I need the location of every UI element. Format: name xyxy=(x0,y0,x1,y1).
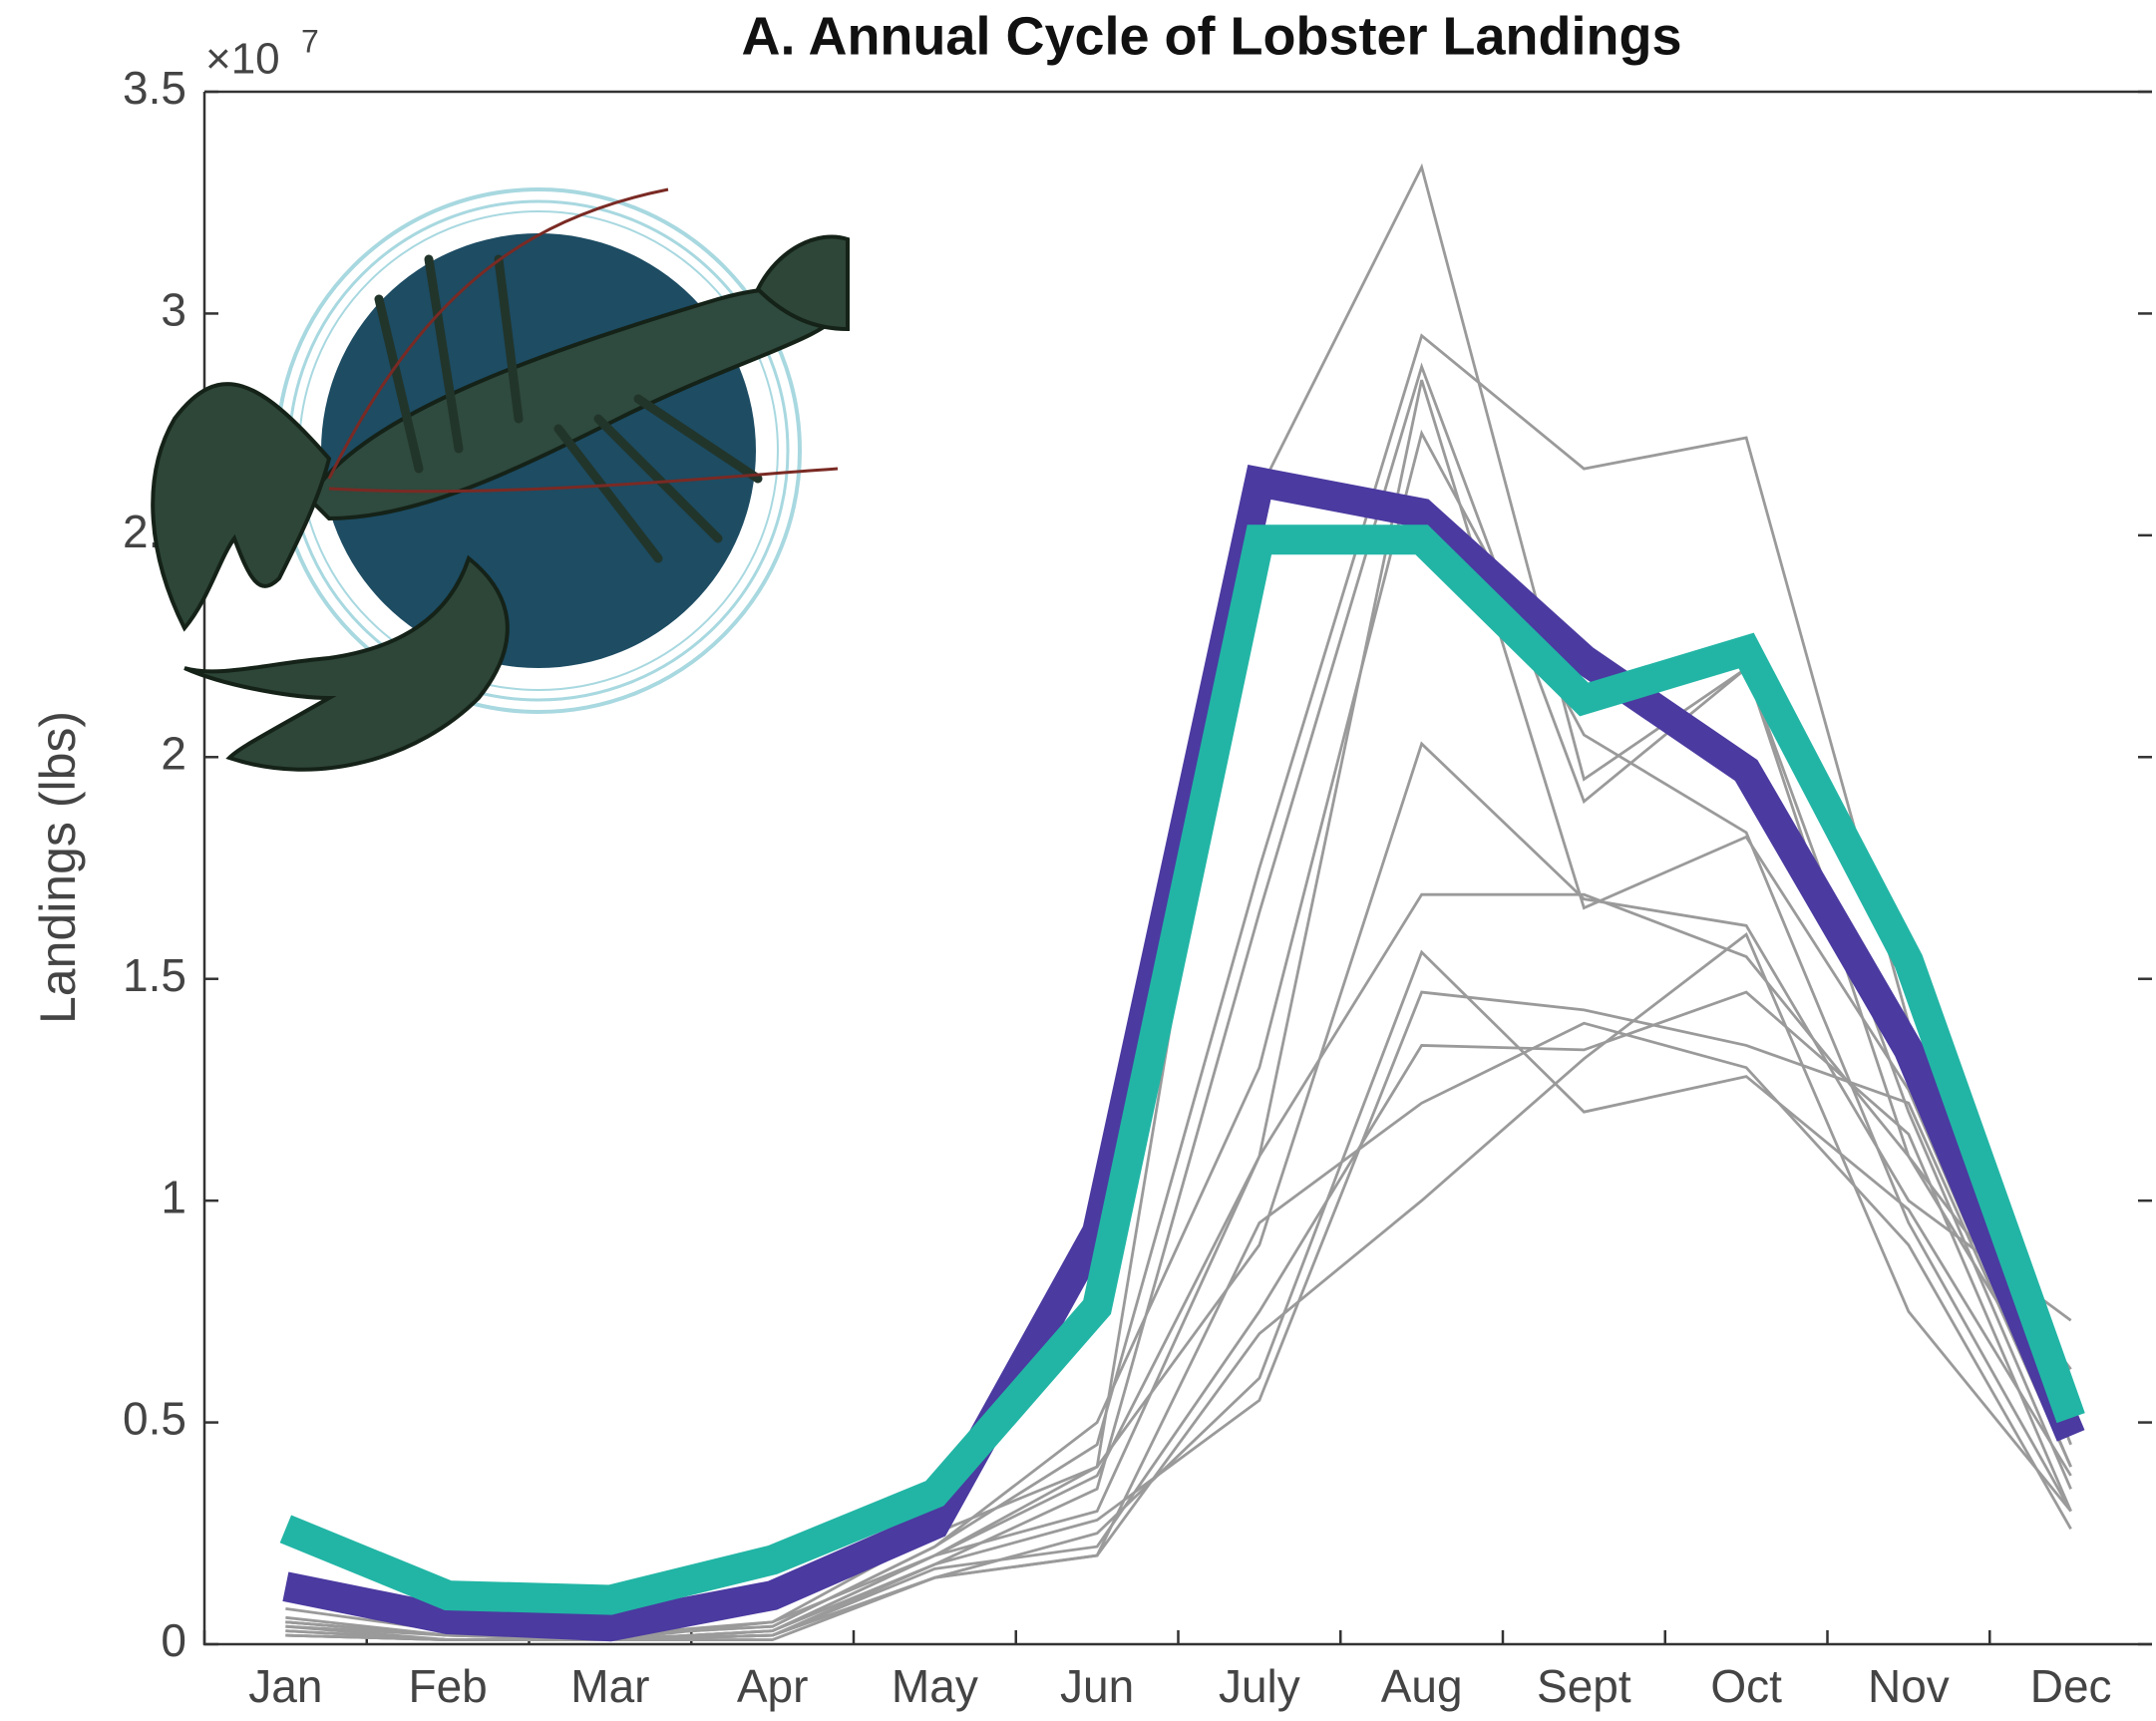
lobster-claw-upper xyxy=(153,384,329,628)
y-tick-label: 0.5 xyxy=(123,1393,186,1445)
y-axis-label: Landings (lbs) xyxy=(30,711,86,1024)
x-tick-label: Dec xyxy=(2030,1660,2112,1712)
x-tick-label: Mar xyxy=(570,1660,649,1712)
x-tick-label: Feb xyxy=(408,1660,487,1712)
y-tick-label: 2 xyxy=(161,727,186,779)
y-tick-label: 0 xyxy=(161,1614,186,1666)
y-tick-label: 1.5 xyxy=(123,949,186,1001)
lobster-illustration xyxy=(153,189,848,770)
x-tick-label: Jun xyxy=(1060,1660,1134,1712)
series-line xyxy=(285,894,2070,1639)
y-tick-label: 3.5 xyxy=(123,62,186,114)
x-tick-label: Jan xyxy=(248,1660,322,1712)
series-line xyxy=(285,952,2070,1640)
x-tick-label: Apr xyxy=(737,1660,809,1712)
chart: A. Annual Cycle of Lobster Landings Land… xyxy=(0,0,2156,1721)
x-tick-label: July xyxy=(1219,1660,1300,1712)
lobster-claw-lower xyxy=(184,558,508,770)
x-tick-label: Oct xyxy=(1710,1660,1782,1712)
chart-title: A. Annual Cycle of Lobster Landings xyxy=(741,6,1681,66)
y-tick-label: 3 xyxy=(161,284,186,336)
y-exponent: 7 xyxy=(301,23,319,59)
y-multiplier: ×10 xyxy=(205,35,280,84)
x-tick-label: May xyxy=(892,1660,978,1712)
x-tick-label: Sept xyxy=(1537,1660,1631,1712)
y-tick-label: 1 xyxy=(161,1171,186,1222)
x-tick-label: Aug xyxy=(1381,1660,1463,1712)
x-tick-label: Nov xyxy=(1868,1660,1950,1712)
